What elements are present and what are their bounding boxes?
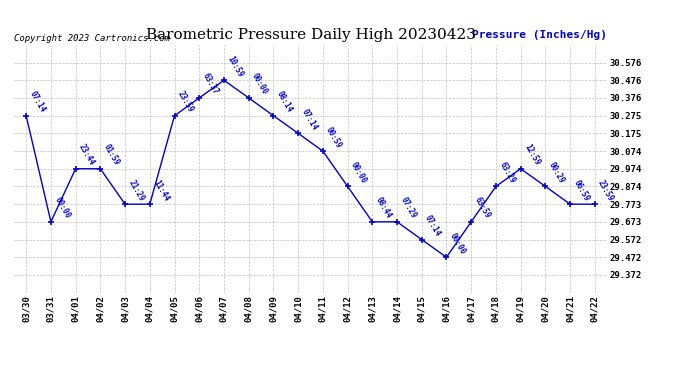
Text: 23:59: 23:59 [176, 90, 195, 114]
Text: 07:14: 07:14 [28, 90, 47, 114]
Text: 08:14: 08:14 [275, 90, 294, 114]
Text: 00:00: 00:00 [52, 196, 72, 220]
Text: Copyright 2023 Cartronics.com: Copyright 2023 Cartronics.com [14, 33, 170, 42]
Text: 00:59: 00:59 [324, 125, 344, 150]
Text: 00:00: 00:00 [250, 72, 269, 96]
Text: 63:37: 63:37 [201, 72, 220, 96]
Text: 07:14: 07:14 [423, 214, 442, 238]
Text: 11:44: 11:44 [151, 178, 170, 203]
Text: 07:29: 07:29 [398, 196, 417, 220]
Text: 06:59: 06:59 [571, 178, 591, 203]
Text: 21:29: 21:29 [126, 178, 146, 203]
Text: 63:59: 63:59 [473, 196, 492, 220]
Text: 00:00: 00:00 [448, 231, 467, 256]
Text: 23:59: 23:59 [596, 178, 615, 203]
Text: 10:59: 10:59 [226, 54, 245, 79]
Text: 08:44: 08:44 [374, 196, 393, 220]
Text: 63:29: 63:29 [497, 160, 517, 185]
Text: Pressure (Inches/Hg): Pressure (Inches/Hg) [472, 30, 607, 40]
Text: 23:44: 23:44 [77, 143, 97, 167]
Text: 01:59: 01:59 [101, 143, 121, 167]
Text: 07:14: 07:14 [299, 107, 319, 132]
Text: 00:29: 00:29 [546, 160, 566, 185]
Text: 00:00: 00:00 [349, 160, 368, 185]
Title: Barometric Pressure Daily High 20230423: Barometric Pressure Daily High 20230423 [146, 28, 475, 42]
Text: 12:59: 12:59 [522, 143, 542, 167]
